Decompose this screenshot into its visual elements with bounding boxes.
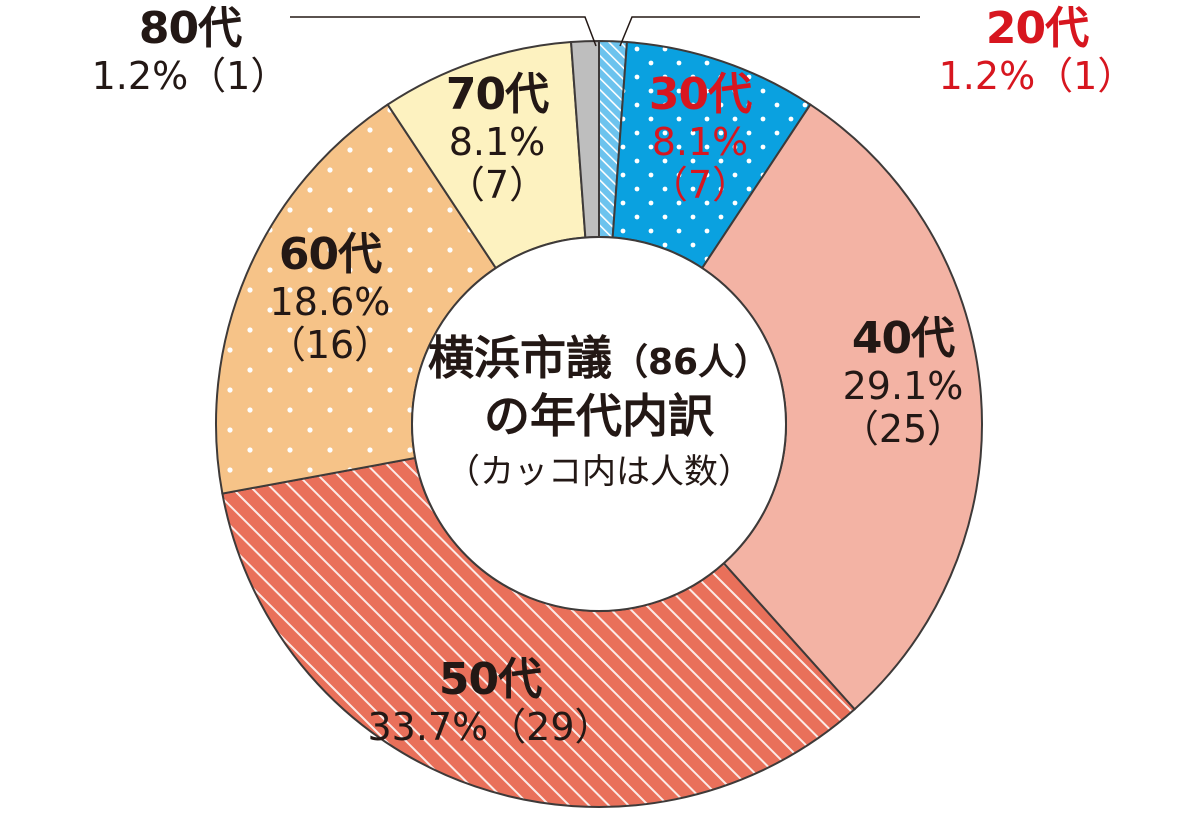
label-60s-count: （16） [267, 323, 393, 368]
label-20s-count: （1） [1035, 53, 1136, 98]
chart-title: 横浜市議（86人） の年代内訳 （カッコ内は人数） [428, 330, 770, 497]
label-40s: 40代 29.1% （25） [840, 313, 966, 452]
donut-hole [411, 236, 787, 612]
label-30s-percent: 8.1% [651, 119, 749, 164]
label-50s-count: （29） [488, 704, 613, 749]
label-40s-age: 40代 [851, 313, 955, 364]
label-40s-count: （25） [840, 407, 966, 452]
leader-line-20s [619, 16, 920, 47]
title-line1: 横浜市議 [427, 331, 612, 385]
label-70s: 70代 8.1% （7） [445, 69, 549, 208]
label-20s: 20代 1.2%（1） [938, 3, 1136, 98]
label-70s-count: （7） [446, 163, 548, 208]
label-40s-percent: 29.1% [842, 363, 964, 408]
label-30s-count: （7） [649, 163, 751, 208]
label-70s-age: 70代 [445, 69, 549, 120]
label-50s: 50代 33.7%（29） [367, 654, 613, 749]
label-80s-age: 80代 [138, 3, 242, 54]
label-30s-age: 30代 [648, 69, 752, 120]
title-line2: の年代内訳 [483, 388, 714, 443]
label-60s-age: 60代 [278, 229, 382, 280]
title-line3: （カッコ内は人数） [445, 452, 752, 492]
label-80s-count: （1） [188, 53, 289, 98]
label-50s-percent: 33.7% [367, 704, 489, 749]
label-20s-age: 20代 [985, 3, 1089, 54]
label-70s-percent: 8.1% [448, 119, 546, 164]
leader-line-80s [290, 16, 597, 47]
label-80s: 80代 1.2%（1） [91, 3, 289, 98]
label-30s: 30代 8.1% （7） [648, 69, 752, 208]
label-80s-percent: 1.2% [91, 53, 189, 98]
label-60s-percent: 18.6% [269, 279, 391, 324]
label-20s-percent: 1.2% [938, 53, 1036, 98]
label-60s: 60代 18.6% （16） [267, 229, 393, 368]
label-50s-age: 50代 [438, 654, 542, 705]
title-line1-paren: （86人） [611, 342, 771, 383]
